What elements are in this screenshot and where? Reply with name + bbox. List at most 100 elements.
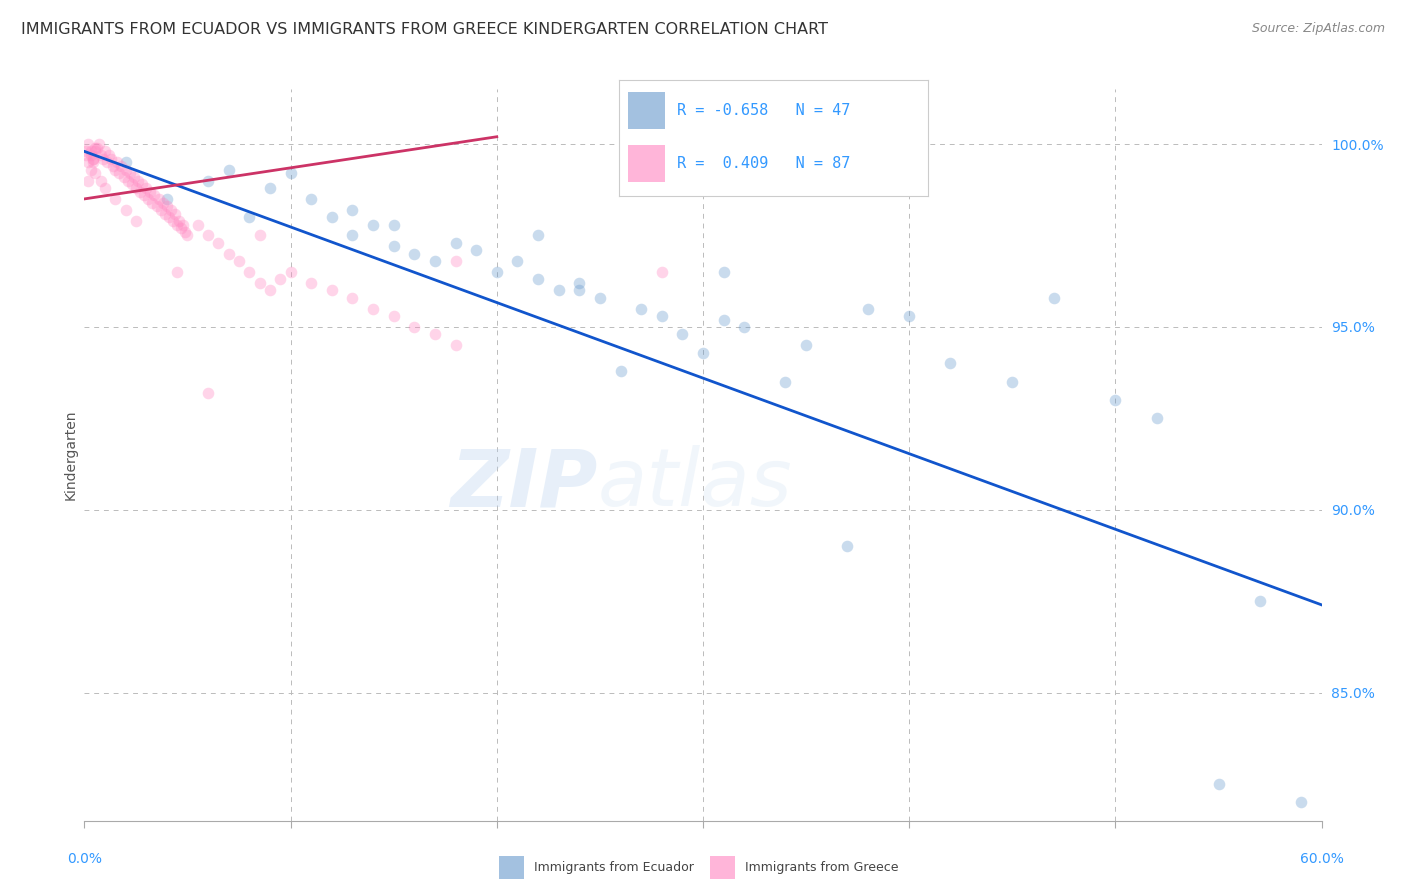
- Point: [176, 228, 198, 243]
- Y-axis label: Kindergarten: Kindergarten: [63, 409, 77, 500]
- Point: [547, 284, 569, 298]
- Point: [148, 192, 170, 206]
- Point: [207, 235, 229, 250]
- Point: [382, 239, 405, 253]
- Point: [794, 338, 817, 352]
- Point: [131, 178, 153, 192]
- Point: [898, 309, 921, 323]
- Point: [299, 276, 322, 290]
- Point: [136, 192, 159, 206]
- Point: [172, 218, 194, 232]
- Point: [129, 185, 152, 199]
- Point: [114, 162, 136, 177]
- Point: [156, 192, 179, 206]
- Point: [651, 265, 673, 279]
- Text: Immigrants from Greece: Immigrants from Greece: [745, 861, 898, 873]
- Point: [444, 254, 467, 268]
- Point: [775, 375, 797, 389]
- Point: [79, 162, 101, 177]
- Point: [228, 254, 250, 268]
- Point: [167, 214, 190, 228]
- Point: [90, 174, 112, 188]
- Point: [90, 148, 112, 162]
- Point: [249, 276, 271, 290]
- Point: [79, 148, 101, 162]
- Point: [218, 247, 240, 261]
- Point: [75, 148, 97, 162]
- Point: [280, 265, 302, 279]
- Point: [98, 148, 121, 162]
- Point: [104, 162, 127, 177]
- Point: [218, 162, 240, 177]
- Point: [713, 265, 735, 279]
- Point: [79, 145, 101, 159]
- Point: [444, 338, 467, 352]
- Point: [259, 284, 281, 298]
- Point: [141, 195, 163, 210]
- Point: [149, 202, 172, 217]
- Point: [404, 320, 426, 334]
- Point: [238, 265, 260, 279]
- Point: [609, 364, 631, 378]
- Point: [75, 145, 97, 159]
- Point: [121, 178, 143, 192]
- FancyBboxPatch shape: [628, 92, 665, 129]
- Point: [174, 225, 197, 239]
- Point: [82, 155, 104, 169]
- Point: [1249, 594, 1271, 608]
- Point: [82, 152, 104, 166]
- Point: [110, 159, 132, 173]
- Point: [361, 218, 384, 232]
- Point: [651, 309, 673, 323]
- Point: [444, 235, 467, 250]
- Point: [361, 301, 384, 316]
- Point: [671, 327, 693, 342]
- Point: [157, 211, 180, 225]
- Point: [423, 254, 446, 268]
- Point: [527, 228, 550, 243]
- Point: [321, 284, 343, 298]
- Point: [342, 291, 364, 305]
- Point: [94, 145, 117, 159]
- Point: [77, 137, 100, 152]
- Point: [259, 181, 281, 195]
- Point: [321, 211, 343, 225]
- Point: [87, 137, 110, 152]
- Point: [166, 218, 188, 232]
- Text: atlas: atlas: [598, 445, 793, 524]
- Point: [153, 206, 176, 220]
- Text: Source: ZipAtlas.com: Source: ZipAtlas.com: [1251, 22, 1385, 36]
- Point: [134, 188, 156, 202]
- Point: [939, 357, 962, 371]
- Point: [114, 155, 136, 169]
- Point: [1289, 796, 1312, 810]
- Point: [91, 152, 114, 166]
- Text: R =  0.409   N = 87: R = 0.409 N = 87: [678, 156, 851, 171]
- Point: [77, 155, 100, 169]
- Point: [527, 272, 550, 286]
- Text: 0.0%: 0.0%: [67, 852, 101, 866]
- FancyBboxPatch shape: [628, 145, 665, 182]
- Point: [162, 214, 184, 228]
- Point: [108, 166, 131, 180]
- Point: [197, 385, 219, 400]
- Point: [589, 291, 612, 305]
- Point: [197, 174, 219, 188]
- Point: [382, 309, 405, 323]
- Point: [122, 169, 145, 184]
- Point: [86, 141, 108, 155]
- Point: [568, 276, 591, 290]
- Point: [145, 199, 167, 213]
- Point: [105, 155, 128, 169]
- Point: [166, 265, 188, 279]
- Point: [135, 181, 157, 195]
- Point: [269, 272, 291, 286]
- Point: [125, 181, 148, 195]
- Point: [139, 185, 162, 199]
- Point: [156, 199, 179, 213]
- Point: [342, 202, 364, 217]
- Point: [342, 228, 364, 243]
- Point: [837, 540, 859, 554]
- Text: IMMIGRANTS FROM ECUADOR VS IMMIGRANTS FROM GREECE KINDERGARTEN CORRELATION CHART: IMMIGRANTS FROM ECUADOR VS IMMIGRANTS FR…: [21, 22, 828, 37]
- Point: [1104, 393, 1126, 408]
